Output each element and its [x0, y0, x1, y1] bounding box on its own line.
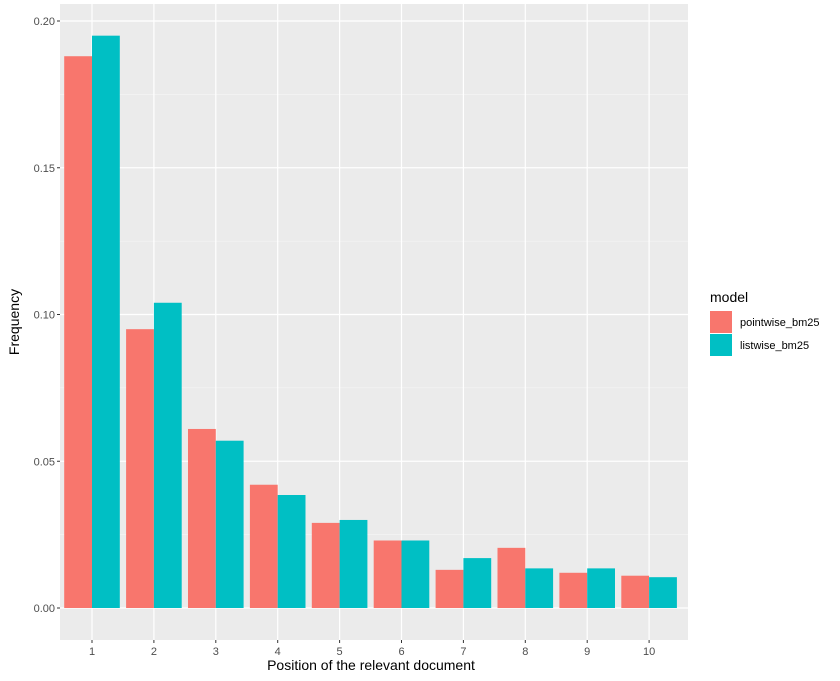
y-tick-label: 0.00: [34, 603, 55, 615]
bar-listwise_bm25-9: [587, 568, 615, 608]
x-tick-label: 1: [89, 646, 95, 658]
x-tick-label: 8: [522, 646, 528, 658]
x-tick-label: 9: [584, 646, 590, 658]
x-axis: 1 2 3 4 5 6 7 8 9 10: [89, 640, 655, 658]
bars: [64, 35, 677, 609]
bar-pointwise_bm25-5: [311, 522, 340, 608]
bar-listwise_bm25-6: [401, 540, 430, 608]
y-axis: 0.00 0.05 0.10 0.15 0.20: [34, 16, 60, 615]
legend-key-pointwise: [710, 311, 732, 333]
bar-listwise_bm25-5: [339, 519, 368, 608]
bar-pointwise_bm25-7: [435, 569, 464, 608]
bar-listwise_bm25-7: [463, 558, 492, 608]
bar-pointwise_bm25-4: [249, 484, 278, 608]
x-tick-label: 10: [643, 646, 655, 658]
x-tick-label: 7: [460, 646, 466, 658]
y-tick-label: 0.20: [34, 16, 55, 28]
bar-pointwise_bm25-10: [621, 575, 650, 608]
y-tick-label: 0.15: [34, 163, 55, 175]
bar-pointwise_bm25-9: [559, 572, 588, 608]
legend-label-pointwise: pointwise_bm25: [740, 317, 820, 329]
y-tick-label: 0.10: [34, 310, 55, 322]
legend: model pointwise_bm25 listwise_bm25: [710, 289, 820, 356]
bar-listwise_bm25-10: [649, 577, 677, 608]
x-tick-label: 4: [275, 646, 281, 658]
bar-listwise_bm25-8: [525, 568, 554, 608]
bar-listwise_bm25-2: [153, 302, 182, 608]
legend-key-listwise: [710, 334, 732, 356]
legend-title: model: [710, 289, 748, 305]
bar-pointwise_bm25-8: [497, 547, 526, 608]
y-tick-label: 0.05: [34, 456, 55, 468]
bar-listwise_bm25-1: [92, 35, 120, 609]
x-tick-label: 2: [151, 646, 157, 658]
x-axis-title: Position of the relevant document: [267, 657, 475, 673]
legend-label-listwise: listwise_bm25: [740, 340, 809, 352]
y-axis-title: Frequency: [6, 289, 22, 355]
bar-pointwise_bm25-3: [188, 428, 216, 608]
bar-pointwise_bm25-1: [64, 56, 92, 609]
x-tick-label: 6: [398, 646, 404, 658]
bar-listwise_bm25-4: [277, 495, 306, 608]
x-tick-label: 3: [213, 646, 219, 658]
bar-pointwise_bm25-6: [373, 540, 402, 608]
bar-pointwise_bm25-2: [126, 329, 154, 608]
bar-listwise_bm25-3: [215, 440, 244, 608]
x-tick-label: 5: [337, 646, 343, 658]
